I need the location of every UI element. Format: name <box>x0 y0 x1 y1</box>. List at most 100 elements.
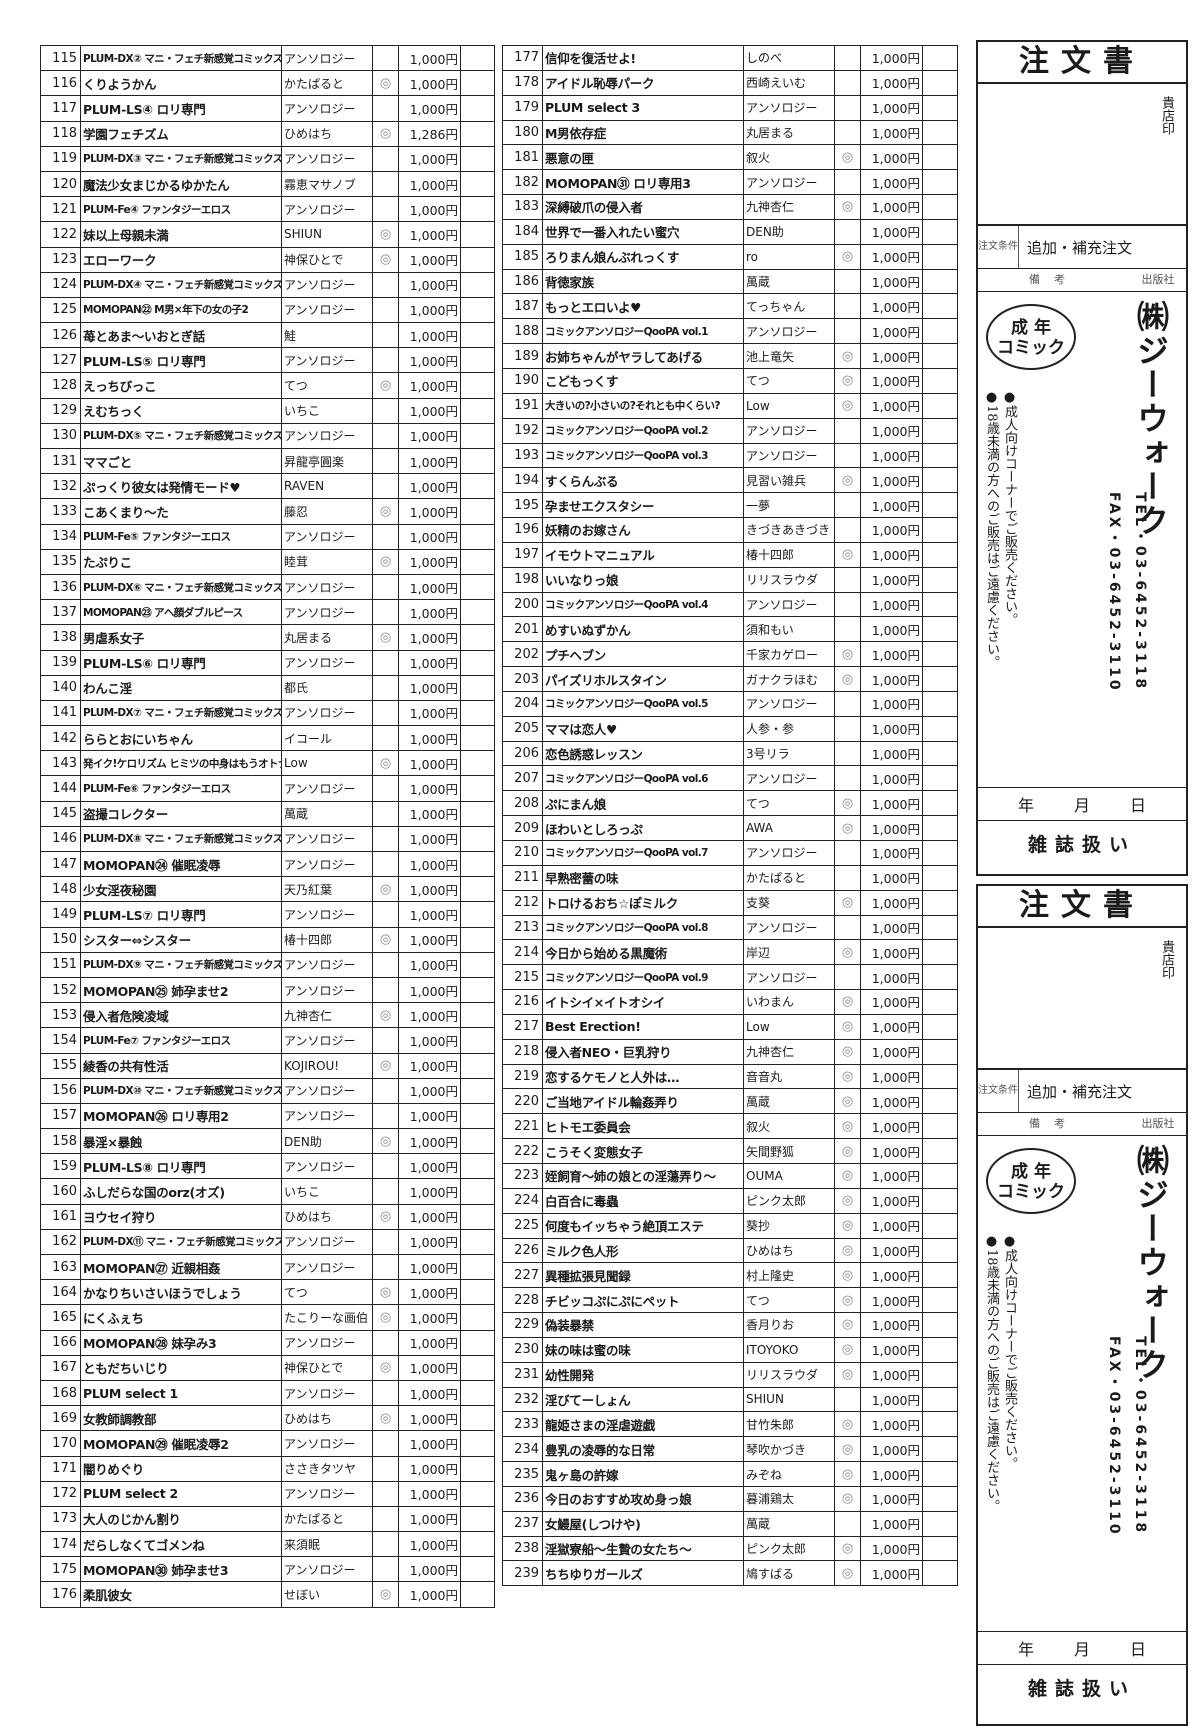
quantity-cell[interactable] <box>922 367 958 394</box>
quantity-cell[interactable] <box>922 914 958 941</box>
quantity-cell[interactable] <box>922 840 958 866</box>
quantity-cell[interactable] <box>460 1329 495 1356</box>
quantity-cell[interactable] <box>460 271 495 298</box>
quantity-cell[interactable] <box>460 1379 495 1407</box>
quantity-cell[interactable] <box>460 649 495 676</box>
quantity-cell[interactable] <box>460 1102 495 1130</box>
quantity-cell[interactable] <box>922 1560 958 1587</box>
quantity-cell[interactable] <box>922 492 958 519</box>
quantity-cell[interactable] <box>460 1027 495 1054</box>
quantity-cell[interactable] <box>460 926 495 953</box>
quantity-cell[interactable] <box>922 790 958 817</box>
quantity-cell[interactable] <box>922 392 958 419</box>
quantity-cell[interactable] <box>922 1013 958 1040</box>
quantity-cell[interactable] <box>460 573 495 601</box>
quantity-cell[interactable] <box>460 876 495 903</box>
quantity-cell[interactable] <box>460 523 495 550</box>
quantity-cell[interactable] <box>922 989 958 1015</box>
quantity-cell[interactable] <box>922 1411 958 1438</box>
quantity-cell[interactable] <box>922 1436 958 1463</box>
quantity-cell[interactable] <box>922 1262 958 1289</box>
quantity-cell[interactable] <box>922 1535 958 1562</box>
quantity-cell[interactable] <box>460 95 495 122</box>
quantity-cell[interactable] <box>460 1505 495 1533</box>
quantity-cell[interactable] <box>922 517 958 543</box>
quantity-cell[interactable] <box>922 1113 958 1140</box>
quantity-cell[interactable] <box>460 1304 495 1331</box>
quantity-cell[interactable] <box>922 293 958 320</box>
quantity-cell[interactable] <box>460 775 495 802</box>
quantity-cell[interactable] <box>460 196 495 223</box>
date-row[interactable]: 年 月 日 <box>978 1632 1186 1665</box>
quantity-cell[interactable] <box>922 715 958 742</box>
quantity-cell[interactable] <box>922 1038 958 1065</box>
quantity-cell[interactable] <box>922 417 958 444</box>
quantity-cell[interactable] <box>460 1279 495 1306</box>
date-row[interactable]: 年 月 日 <box>978 788 1186 821</box>
quantity-cell[interactable] <box>922 815 958 841</box>
quantity-cell[interactable] <box>922 45 958 71</box>
quantity-cell[interactable] <box>460 372 495 399</box>
quantity-cell[interactable] <box>922 1336 958 1363</box>
quantity-cell[interactable] <box>922 144 958 171</box>
quantity-cell[interactable] <box>922 1361 958 1388</box>
quantity-cell[interactable] <box>460 1203 495 1230</box>
quantity-cell[interactable] <box>460 221 495 248</box>
quantity-cell[interactable] <box>460 1556 495 1583</box>
quantity-cell[interactable] <box>922 1063 958 1090</box>
quantity-cell[interactable] <box>460 548 495 575</box>
quantity-cell[interactable] <box>460 1430 495 1457</box>
quantity-cell[interactable] <box>460 800 495 827</box>
quantity-cell[interactable] <box>460 1002 495 1029</box>
quantity-cell[interactable] <box>922 864 958 891</box>
quantity-cell[interactable] <box>460 1480 495 1507</box>
quantity-cell[interactable] <box>922 939 958 966</box>
quantity-cell[interactable] <box>922 541 958 568</box>
quantity-cell[interactable] <box>460 70 495 97</box>
quantity-cell[interactable] <box>922 1287 958 1314</box>
quantity-cell[interactable] <box>460 1153 495 1180</box>
quantity-cell[interactable] <box>460 850 495 878</box>
quantity-cell[interactable] <box>922 467 958 494</box>
quantity-cell[interactable] <box>922 1088 958 1115</box>
quantity-cell[interactable] <box>922 343 958 369</box>
quantity-cell[interactable] <box>460 397 495 424</box>
quantity-cell[interactable] <box>460 1531 495 1558</box>
quantity-cell[interactable] <box>922 94 958 121</box>
quantity-cell[interactable] <box>460 1354 495 1381</box>
store-stamp-area[interactable]: 貴店印 <box>978 84 1186 226</box>
quantity-cell[interactable] <box>922 1510 958 1537</box>
quantity-cell[interactable] <box>922 1312 958 1338</box>
quantity-cell[interactable] <box>922 641 958 668</box>
quantity-cell[interactable] <box>922 690 958 717</box>
quantity-cell[interactable] <box>460 170 495 198</box>
quantity-cell[interactable] <box>460 1405 495 1432</box>
quantity-cell[interactable] <box>922 666 958 692</box>
quantity-cell[interactable] <box>922 1485 958 1512</box>
quantity-cell[interactable] <box>922 1138 958 1164</box>
quantity-cell[interactable] <box>460 498 495 525</box>
quantity-cell[interactable] <box>922 889 958 916</box>
quantity-cell[interactable] <box>460 120 495 147</box>
quantity-cell[interactable] <box>460 1178 495 1205</box>
quantity-cell[interactable] <box>922 1162 958 1189</box>
quantity-cell[interactable] <box>460 750 495 777</box>
quantity-cell[interactable] <box>460 699 495 727</box>
quantity-cell[interactable] <box>922 318 958 345</box>
quantity-cell[interactable] <box>922 1237 958 1264</box>
quantity-cell[interactable] <box>460 674 495 701</box>
quantity-cell[interactable] <box>922 1187 958 1214</box>
quantity-cell[interactable] <box>922 765 958 792</box>
quantity-cell[interactable] <box>922 442 958 469</box>
quantity-cell[interactable] <box>460 447 495 475</box>
quantity-cell[interactable] <box>922 169 958 196</box>
quantity-cell[interactable] <box>460 825 495 853</box>
quantity-cell[interactable] <box>460 599 495 626</box>
quantity-cell[interactable] <box>922 964 958 991</box>
quantity-cell[interactable] <box>460 1253 495 1281</box>
quantity-cell[interactable] <box>460 347 495 374</box>
quantity-cell[interactable] <box>460 901 495 928</box>
quantity-cell[interactable] <box>460 246 495 273</box>
quantity-cell[interactable] <box>460 951 495 978</box>
quantity-cell[interactable] <box>460 1052 495 1079</box>
